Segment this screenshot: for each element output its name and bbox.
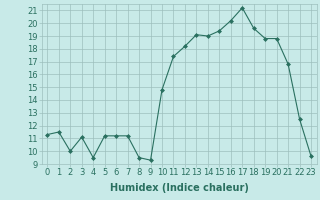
X-axis label: Humidex (Indice chaleur): Humidex (Indice chaleur): [110, 183, 249, 193]
